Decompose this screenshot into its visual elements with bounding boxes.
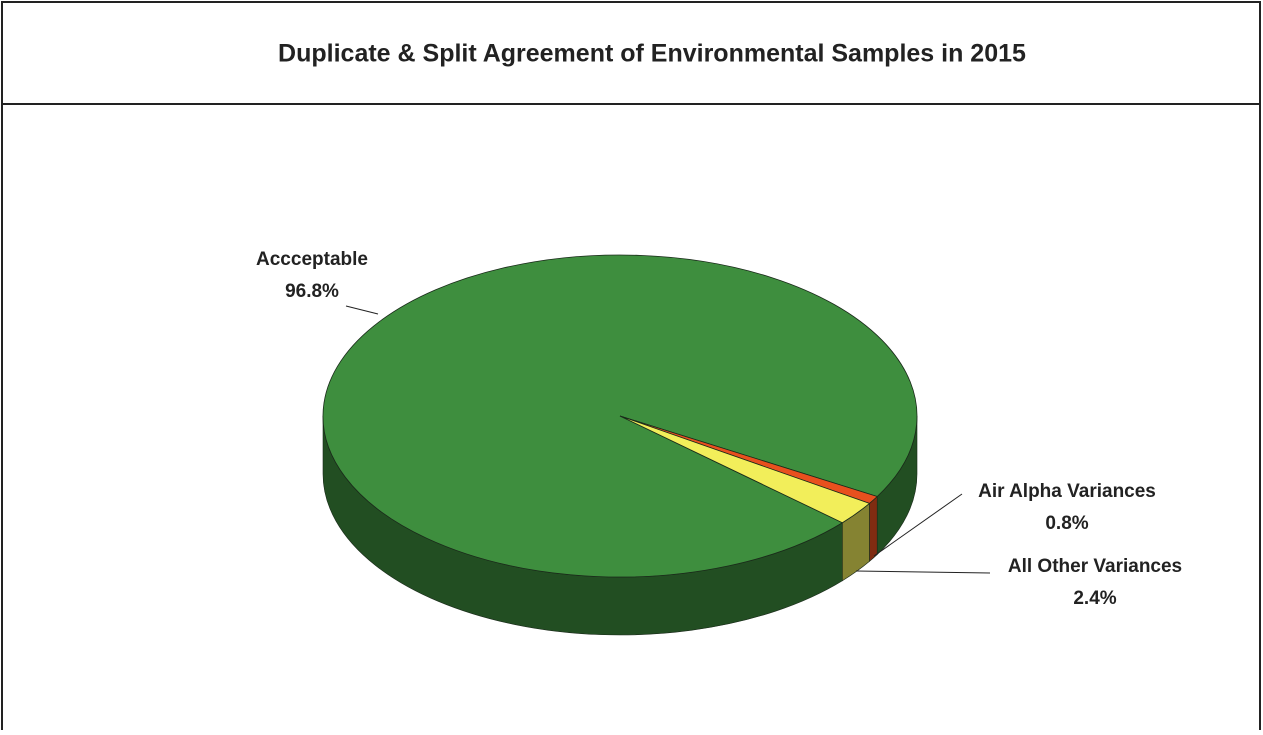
slice-label: Air Alpha Variances [978, 481, 1156, 502]
chart-title: Duplicate & Split Agreement of Environme… [278, 40, 1026, 68]
pie-tops [322, 254, 918, 578]
leader-line [873, 493, 963, 557]
slice-value-label: 0.8% [1045, 513, 1088, 534]
pie-sides [322, 415, 918, 636]
slice-value-label: 2.4% [1073, 588, 1116, 609]
slice-label: Accceptable [256, 249, 368, 270]
leader-line [345, 305, 379, 315]
leader-line [855, 570, 991, 574]
slice [619, 415, 871, 524]
pie-labels: Accceptable 96.8% Air Alpha Variances 0.8% A… [256, 249, 1182, 609]
slice-side [869, 495, 878, 563]
slice-value-label: 96.8% [285, 281, 339, 302]
slice-label: All Other Variances [1008, 556, 1182, 577]
